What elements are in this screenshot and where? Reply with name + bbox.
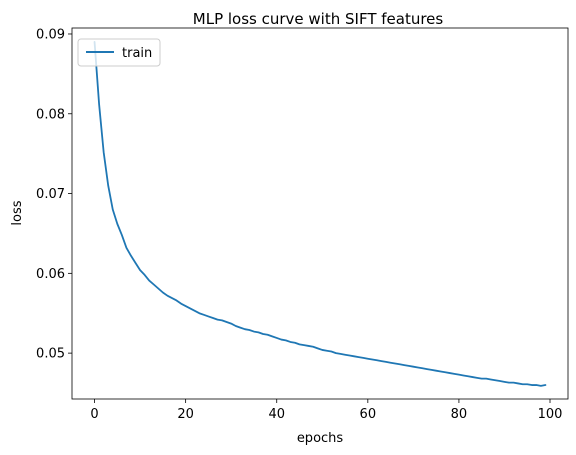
- legend: train: [77, 38, 161, 67]
- x-axis-ticks: 0 20 40 60 80 100: [90, 399, 562, 422]
- legend-box: [77, 38, 161, 67]
- y-tick-label: 0.06: [36, 267, 65, 282]
- y-axis-label: loss: [10, 200, 25, 225]
- y-tick-label: 0.05: [36, 347, 65, 362]
- series-line-train: [93, 41, 547, 387]
- x-tick-label: 40: [268, 407, 285, 422]
- y-tick-label: 0.07: [36, 187, 65, 202]
- plot-area: [71, 27, 569, 400]
- chart-title: MLP loss curve with SIFT features: [193, 10, 444, 28]
- plot-frame: [71, 27, 569, 400]
- x-tick-label: 100: [538, 407, 563, 422]
- x-axis-label: epochs: [297, 431, 344, 446]
- legend-label-train: train: [122, 46, 152, 61]
- y-axis-ticks: 0.05 0.06 0.07 0.08 0.09: [36, 27, 72, 362]
- y-tick-label: 0.08: [36, 107, 65, 122]
- x-tick-label: 20: [177, 407, 194, 422]
- series-layer: [93, 41, 547, 387]
- x-tick-label: 0: [90, 407, 98, 422]
- y-tick-label: 0.09: [36, 27, 65, 42]
- x-tick-label: 60: [360, 407, 377, 422]
- x-tick-label: 80: [451, 407, 468, 422]
